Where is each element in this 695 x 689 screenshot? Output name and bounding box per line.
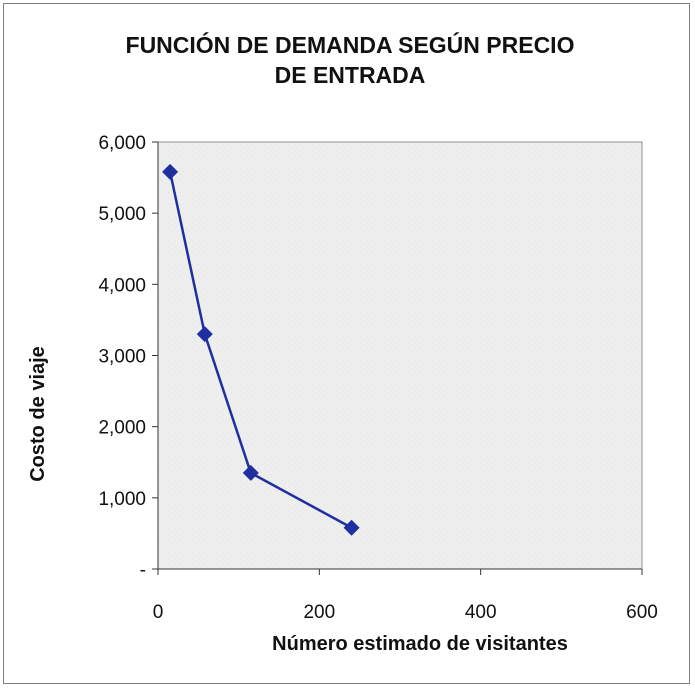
chart-title: FUNCIÓN DE DEMANDA SEGÚN PRECIO DE ENTRA…: [40, 30, 660, 90]
data-point-marker: [162, 163, 179, 180]
x-tick-label: 200: [303, 602, 335, 623]
y-tick-label: 1,000: [98, 489, 146, 510]
x-tick-label: 600: [626, 602, 658, 623]
y-tick-label: 3,000: [98, 347, 146, 368]
data-point-marker: [343, 519, 360, 536]
y-tick-label: 2,000: [98, 418, 146, 439]
data-point-marker: [196, 326, 213, 343]
y-tick-label: -: [140, 560, 146, 581]
y-axis-label: Costo de viaje: [27, 346, 49, 482]
chart-title-line-2: DE ENTRADA: [274, 62, 426, 88]
x-tick-label: 400: [465, 602, 497, 623]
series-group: [162, 163, 360, 536]
y-axis-ticks: - 1,000 2,000 3,000 4,000 5,000 6,000: [98, 133, 158, 581]
plot-area: [157, 141, 643, 570]
x-axis-label: Número estimado de visitantes: [272, 633, 568, 655]
y-tick-label: 5,000: [98, 204, 146, 225]
chart-title-line-1: FUNCIÓN DE DEMANDA SEGÚN PRECIO: [125, 32, 575, 58]
x-axis-ticks: 0 200 400 600: [153, 569, 658, 623]
data-point-marker: [242, 464, 259, 481]
series-line: [168, 171, 353, 529]
y-tick-label: 4,000: [98, 275, 146, 296]
y-tick-label: 6,000: [98, 133, 146, 154]
x-tick-label: 0: [153, 602, 164, 623]
